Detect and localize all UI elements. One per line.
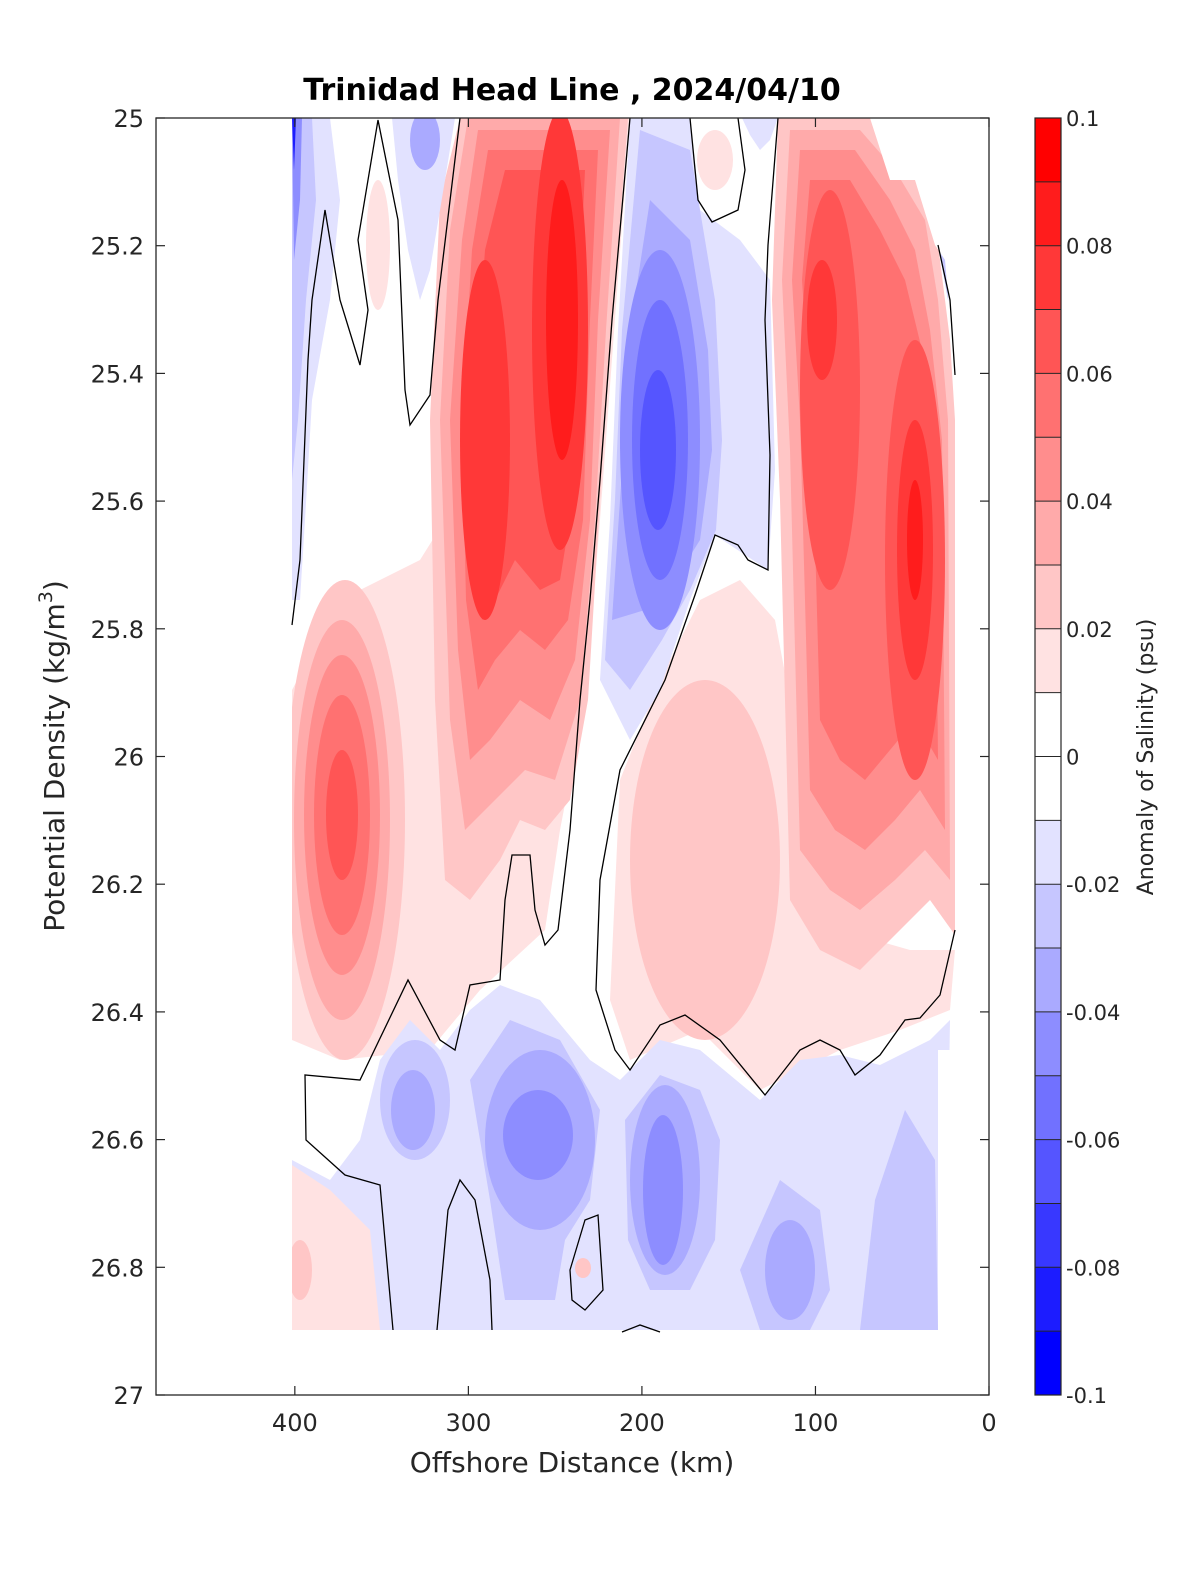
colorbar-level — [1035, 181, 1061, 247]
colorbar-tick-label: -0.06 — [1066, 1129, 1120, 1153]
y-tick-label: 27 — [113, 1382, 144, 1410]
colorbar-tick-label: 0.02 — [1066, 618, 1113, 642]
y-tick-label: 25.8 — [91, 616, 144, 644]
contour-line-far-east — [937, 244, 956, 376]
contour-region — [288, 1240, 312, 1300]
contour-region — [392, 118, 455, 300]
colorbar-frame — [1034, 117, 1062, 1396]
colorbar-level — [1035, 1139, 1061, 1204]
colorbar-tick-label: -0.02 — [1066, 873, 1120, 897]
colorbar-tick-label: -0.08 — [1066, 1256, 1120, 1280]
y-tick-label: 26.6 — [91, 1127, 144, 1155]
colorbar-tick-label: 0.08 — [1066, 235, 1113, 259]
colorbar-level — [1035, 1075, 1061, 1141]
colorbar: 0.1 0.08 0.06 0.04 0.02 0 -0.02 -0.04 -0.06 -0.08… — [1034, 107, 1159, 1408]
colorbar-level — [1035, 756, 1061, 821]
colorbar-ticks: 0.1 0.08 0.06 0.04 0.02 0 -0.02 -0.04 -0.06 -0.08… — [1066, 107, 1120, 1408]
colorbar-level — [1035, 118, 1061, 183]
colorbar-level — [1035, 692, 1061, 757]
contour-region — [643, 1115, 683, 1265]
chart-title: Trinidad Head Line , 2024/04/10 — [303, 73, 840, 108]
x-axis: 400 300 200 100 0 — [272, 118, 997, 1437]
colorbar-tick-label: 0.06 — [1066, 362, 1113, 386]
colorbar-level — [1035, 1331, 1061, 1396]
contour-region — [630, 680, 780, 1040]
contour-region — [907, 480, 923, 600]
contour-line-south-b — [569, 1214, 604, 1311]
x-tick-label: 0 — [981, 1409, 996, 1437]
no-data-south — [156, 1332, 989, 1395]
no-data-west — [156, 118, 292, 1395]
contour-region — [807, 260, 837, 380]
contour-region — [366, 180, 390, 310]
y-tick-label: 25.6 — [91, 488, 144, 516]
colorbar-level — [1035, 309, 1061, 374]
colorbar-level — [1035, 884, 1061, 949]
y-axis-label-main: Potential Density (kg/m — [38, 603, 71, 932]
contour-line-south-c — [621, 1324, 661, 1333]
contour-region — [765, 1220, 815, 1320]
contour-line-center — [304, 118, 631, 1331]
colorbar-level — [1035, 628, 1061, 694]
colorbar-level — [1035, 501, 1061, 566]
colorbar-level — [1035, 1203, 1061, 1268]
zero-contour-lines — [291, 118, 956, 1333]
colorbar-level — [1035, 820, 1061, 885]
y-tick-label: 25.4 — [91, 360, 144, 388]
contour-region — [697, 130, 733, 190]
contour-region — [503, 1090, 573, 1180]
colorbar-tick-label: 0.1 — [1066, 107, 1099, 131]
colorbar-label: Anomaly of Salinity (psu) — [1134, 619, 1159, 896]
contour-region — [326, 750, 358, 880]
colorbar-level — [1035, 948, 1061, 1013]
y-axis-label-superscript: 3 — [35, 591, 57, 603]
colorbar-level — [1035, 1267, 1061, 1332]
y-tick-label: 26.8 — [91, 1254, 144, 1282]
x-tick-label: 300 — [445, 1409, 491, 1437]
contour-region — [546, 180, 578, 460]
y-tick-label: 25 — [113, 105, 144, 133]
x-axis-label: Offshore Distance (km) — [410, 1446, 735, 1479]
y-tick-label: 26.2 — [91, 871, 144, 899]
contour-region — [800, 190, 860, 590]
colorbar-level — [1035, 1011, 1061, 1077]
plot-area — [155, 117, 990, 1396]
colorbar-level — [1035, 245, 1061, 311]
contour-line-south-a — [436, 1178, 493, 1331]
contour-region — [410, 118, 440, 170]
colorbar-level — [1035, 564, 1061, 630]
contour-region — [460, 260, 510, 620]
contour-line-west — [291, 118, 461, 626]
y-axis-label-end: ) — [38, 580, 71, 591]
contour-region — [292, 118, 296, 170]
colorbar-blocks — [1035, 118, 1061, 1396]
x-tick-label: 400 — [272, 1409, 318, 1437]
colorbar-level — [1035, 373, 1061, 438]
y-tick-label: 26.4 — [91, 999, 144, 1027]
no-data-southeast — [938, 1050, 989, 1395]
contour-region — [575, 1258, 591, 1278]
colorbar-level — [1035, 437, 1061, 502]
deep-positive-southwest — [292, 1165, 380, 1330]
y-tick-label: 25.2 — [91, 233, 144, 261]
contour-field — [156, 118, 989, 1395]
y-tick-label: 26 — [113, 744, 144, 772]
contour-region — [742, 118, 778, 150]
colorbar-tick-label: 0.04 — [1066, 490, 1113, 514]
x-tick-label: 200 — [619, 1409, 665, 1437]
y-axis: 25 25.2 25.4 25.6 25.8 26 26.2 26.4 26.6 26.8 27 — [91, 105, 989, 1410]
x-tick-label: 100 — [793, 1409, 839, 1437]
contour-line-east — [595, 118, 956, 1097]
contour-region — [640, 370, 676, 530]
contour-region — [391, 1070, 435, 1150]
contour-line-north-pocket — [689, 118, 746, 223]
colorbar-tick-label: -0.04 — [1066, 1001, 1120, 1025]
contour-region — [860, 1110, 938, 1330]
colorbar-tick-label: 0 — [1066, 746, 1079, 770]
y-axis-label: Potential Density (kg/m3) — [35, 580, 71, 932]
colorbar-tick-label: -0.1 — [1066, 1384, 1107, 1408]
